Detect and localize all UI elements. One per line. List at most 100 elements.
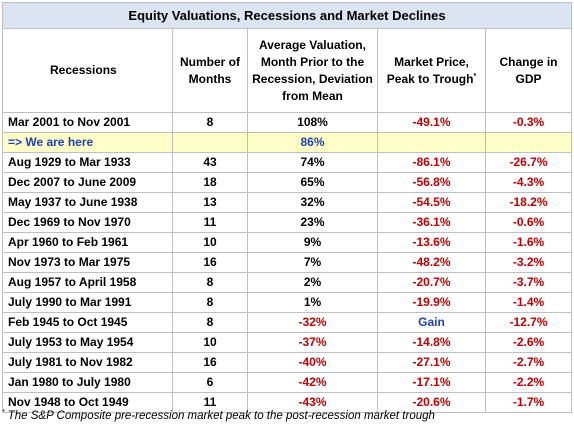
table-row: Jan 1980 to July 1980 6 -42% -17.1% -2.2% xyxy=(2,372,573,393)
header-recessions: Recessions xyxy=(2,28,173,113)
cell-market: -56.8% xyxy=(377,172,486,193)
table-body: Mar 2001 to Nov 2001 8 108% -49.1% -0.3% => W… xyxy=(2,112,573,413)
cell-market: Gain xyxy=(377,312,486,333)
cell-market: -27.1% xyxy=(377,352,486,373)
cell-months xyxy=(172,132,248,153)
cell-recession: Dec 1969 to Nov 1970 xyxy=(2,212,173,233)
cell-market: -20.6% xyxy=(377,392,486,413)
cell-gdp: -18.2% xyxy=(484,192,573,213)
header-valuation: Average Valuation, Month Prior to the Re… xyxy=(247,28,378,113)
cell-recession: Jan 1980 to July 1980 xyxy=(2,372,173,393)
cell-gdp: -2.6% xyxy=(484,332,573,353)
cell-valuation: 2% xyxy=(247,272,378,293)
header-months: Number of Months xyxy=(172,28,248,113)
table-row: July 1981 to Nov 1982 16 -40% -27.1% -2.7% xyxy=(2,352,573,373)
header-market-marker: * xyxy=(473,72,477,80)
header-gdp: Change in GDP xyxy=(484,28,573,113)
cell-gdp: -2.7% xyxy=(484,352,573,373)
cell-valuation: 86% xyxy=(247,132,378,153)
cell-valuation: 7% xyxy=(247,252,378,273)
cell-gdp: -0.3% xyxy=(484,112,573,133)
cell-valuation: 32% xyxy=(247,192,378,213)
cell-recession: May 1937 to June 1938 xyxy=(2,192,173,213)
table-row: May 1937 to June 1938 13 32% -54.5% -18.2% xyxy=(2,192,573,213)
table-row: Aug 1957 to April 1958 8 2% -20.7% -3.7% xyxy=(2,272,573,293)
recessions-table: Equity Valuations, Recessions and Market… xyxy=(1,2,573,413)
cell-months: 16 xyxy=(172,352,248,373)
table-row: Nov 1973 to Mar 1975 16 7% -48.2% -3.2% xyxy=(2,252,573,273)
cell-months: 16 xyxy=(172,252,248,273)
cell-market: -86.1% xyxy=(377,152,486,173)
cell-valuation: 9% xyxy=(247,232,378,253)
table-title: Equity Valuations, Recessions and Market… xyxy=(1,2,573,29)
cell-months: 10 xyxy=(172,332,248,353)
cell-recession: Feb 1945 to Oct 1945 xyxy=(2,312,173,333)
table-row: Dec 2007 to June 2009 18 65% -56.8% -4.3% xyxy=(2,172,573,193)
cell-valuation: -37% xyxy=(247,332,378,353)
cell-gdp: -12.7% xyxy=(484,312,573,333)
footnote: * The S&P Composite pre-recession market … xyxy=(2,409,435,422)
cell-recession: Aug 1957 to April 1958 xyxy=(2,272,173,293)
cell-gdp: -3.7% xyxy=(484,272,573,293)
table-row: July 1990 to Mar 1991 8 1% -19.9% -1.4% xyxy=(2,292,573,313)
cell-valuation: -43% xyxy=(247,392,378,413)
cell-recession: Apr 1960 to Feb 1961 xyxy=(2,232,173,253)
cell-recession: Nov 1948 to Oct 1949 xyxy=(2,392,173,413)
cell-months: 8 xyxy=(172,292,248,313)
cell-months: 8 xyxy=(172,272,248,293)
cell-months: 43 xyxy=(172,152,248,173)
cell-market: -54.5% xyxy=(377,192,486,213)
table-row: Feb 1945 to Oct 1945 8 -32% Gain -12.7% xyxy=(2,312,573,333)
cell-market: -49.1% xyxy=(377,112,486,133)
cell-recession: => We are here xyxy=(2,132,173,153)
cell-recession: Nov 1973 to Mar 1975 xyxy=(2,252,173,273)
cell-months: 11 xyxy=(172,212,248,233)
table-row: Nov 1948 to Oct 1949 11 -43% -20.6% -1.7% xyxy=(2,392,573,413)
table-row: Aug 1929 to Mar 1933 43 74% -86.1% -26.7% xyxy=(2,152,573,173)
cell-valuation: 1% xyxy=(247,292,378,313)
cell-recession: July 1981 to Nov 1982 xyxy=(2,352,173,373)
cell-market: -13.6% xyxy=(377,232,486,253)
cell-months: 8 xyxy=(172,312,248,333)
header-market: Market Price, Peak to Trough* xyxy=(377,28,486,113)
cell-valuation: -32% xyxy=(247,312,378,333)
table-row: Apr 1960 to Feb 1961 10 9% -13.6% -1.6% xyxy=(2,232,573,253)
cell-gdp: -1.6% xyxy=(484,232,573,253)
cell-recession: Aug 1929 to Mar 1933 xyxy=(2,152,173,173)
cell-valuation: 65% xyxy=(247,172,378,193)
cell-valuation: -42% xyxy=(247,372,378,393)
cell-valuation: 74% xyxy=(247,152,378,173)
cell-gdp: -3.2% xyxy=(484,252,573,273)
cell-recession: Mar 2001 to Nov 2001 xyxy=(2,112,173,133)
cell-market xyxy=(377,132,486,153)
table-row: Mar 2001 to Nov 2001 8 108% -49.1% -0.3% xyxy=(2,112,573,133)
table-row: July 1953 to May 1954 10 -37% -14.8% -2.6% xyxy=(2,332,573,353)
table-row: => We are here 86% xyxy=(2,132,573,153)
table-row: Dec 1969 to Nov 1970 11 23% -36.1% -0.6% xyxy=(2,212,573,233)
footnote-marker: * xyxy=(2,409,5,417)
cell-market: -36.1% xyxy=(377,212,486,233)
cell-gdp: -0.6% xyxy=(484,212,573,233)
cell-recession: July 1990 to Mar 1991 xyxy=(2,292,173,313)
cell-months: 10 xyxy=(172,232,248,253)
cell-market: -19.9% xyxy=(377,292,486,313)
cell-market: -48.2% xyxy=(377,252,486,273)
cell-gdp: -2.2% xyxy=(484,372,573,393)
header-market-label: Market Price, Peak to Trough xyxy=(386,54,474,86)
cell-months: 8 xyxy=(172,112,248,133)
footnote-text: The S&P Composite pre-recession market p… xyxy=(7,410,435,422)
cell-recession: Dec 2007 to June 2009 xyxy=(2,172,173,193)
cell-market: -17.1% xyxy=(377,372,486,393)
cell-gdp xyxy=(484,132,573,153)
cell-gdp: -1.7% xyxy=(484,392,573,413)
cell-valuation: -40% xyxy=(247,352,378,373)
cell-market: -14.8% xyxy=(377,332,486,353)
cell-market: -20.7% xyxy=(377,272,486,293)
cell-valuation: 108% xyxy=(247,112,378,133)
cell-recession: July 1953 to May 1954 xyxy=(2,332,173,353)
cell-months: 6 xyxy=(172,372,248,393)
cell-months: 13 xyxy=(172,192,248,213)
cell-valuation: 23% xyxy=(247,212,378,233)
cell-gdp: -1.4% xyxy=(484,292,573,313)
cell-months: 18 xyxy=(172,172,248,193)
